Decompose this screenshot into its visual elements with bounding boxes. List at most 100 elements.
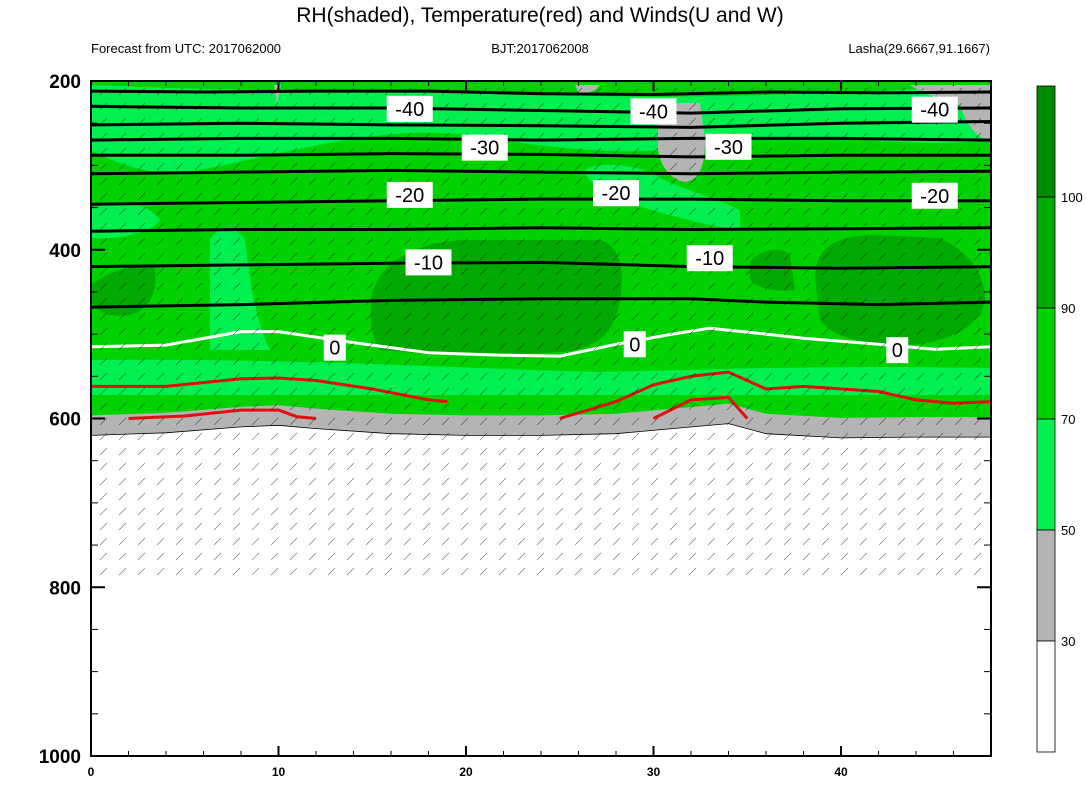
wind-barb xyxy=(821,477,830,486)
wind-barb xyxy=(783,507,792,516)
isotherm-line xyxy=(91,136,991,142)
wind-barb xyxy=(232,102,241,111)
wind-barb xyxy=(897,432,906,441)
wind-barb xyxy=(536,567,545,576)
wind-barb xyxy=(802,447,811,456)
wind-barb xyxy=(593,102,602,111)
wind-barb xyxy=(669,177,678,186)
wind-barb xyxy=(365,507,374,516)
wind-barb xyxy=(99,462,108,471)
wind-barb xyxy=(897,117,906,126)
wind-barb xyxy=(916,357,925,366)
y-tick-label: 1000 xyxy=(39,747,81,768)
wind-barb xyxy=(460,417,469,426)
wind-barb xyxy=(194,207,203,216)
wind-barb xyxy=(365,102,374,111)
wind-barb xyxy=(479,87,488,96)
wind-barb xyxy=(232,417,241,426)
wind-barb xyxy=(270,522,279,531)
wind-barb xyxy=(954,117,963,126)
wind-barb xyxy=(574,252,583,261)
wind-barb xyxy=(156,192,165,201)
wind-barb xyxy=(251,132,260,141)
wind-barb xyxy=(308,237,317,246)
wind-barb xyxy=(612,87,621,96)
wind-barb xyxy=(840,417,849,426)
wind-barb xyxy=(783,537,792,546)
wind-barb xyxy=(156,387,165,396)
wind-barb xyxy=(897,177,906,186)
wind-barb xyxy=(764,162,773,171)
wind-barb xyxy=(650,402,659,411)
wind-barb xyxy=(631,417,640,426)
wind-barb xyxy=(156,342,165,351)
wind-barb xyxy=(726,552,735,561)
wind-barb xyxy=(479,207,488,216)
wind-barb xyxy=(821,222,830,231)
wind-barb xyxy=(213,462,222,471)
wind-barb xyxy=(251,387,260,396)
y-tick-label: 400 xyxy=(49,241,81,262)
wind-barb xyxy=(365,177,374,186)
wind-barb xyxy=(365,312,374,321)
wind-barb xyxy=(384,222,393,231)
wind-barb xyxy=(346,312,355,321)
wind-barb xyxy=(251,102,260,111)
wind-barb xyxy=(175,207,184,216)
wind-barb xyxy=(99,297,108,306)
wind-barb xyxy=(612,552,621,561)
wind-barb xyxy=(707,222,716,231)
wind-barb xyxy=(707,162,716,171)
wind-barb xyxy=(498,162,507,171)
wind-barb xyxy=(498,312,507,321)
wind-barb xyxy=(745,522,754,531)
wind-barb xyxy=(935,222,944,231)
wind-barb xyxy=(175,192,184,201)
wind-barb xyxy=(935,297,944,306)
wind-barb xyxy=(422,237,431,246)
wind-barb xyxy=(593,492,602,501)
wind-barb xyxy=(441,372,450,381)
wind-barb xyxy=(194,417,203,426)
wind-barb xyxy=(346,147,355,156)
wind-barb xyxy=(631,207,640,216)
wind-barb xyxy=(232,447,241,456)
wind-barb xyxy=(783,522,792,531)
wind-barb xyxy=(783,567,792,576)
wind-barb xyxy=(612,462,621,471)
wind-barb xyxy=(764,552,773,561)
wind-barb xyxy=(213,327,222,336)
wind-barb xyxy=(897,492,906,501)
wind-barb xyxy=(612,492,621,501)
wind-barb xyxy=(194,537,203,546)
wind-barb xyxy=(232,477,241,486)
wind-barb xyxy=(536,147,545,156)
wind-barb xyxy=(878,552,887,561)
wind-barb xyxy=(783,327,792,336)
wind-barb xyxy=(137,87,146,96)
wind-barb xyxy=(612,522,621,531)
wind-barb xyxy=(327,552,336,561)
wind-barb xyxy=(536,117,545,126)
wind-barb xyxy=(726,567,735,576)
wind-barb xyxy=(821,552,830,561)
contour-label: -30 xyxy=(714,137,743,159)
wind-barb xyxy=(308,372,317,381)
wind-barb xyxy=(897,132,906,141)
wind-barb xyxy=(802,222,811,231)
wind-barb xyxy=(118,237,127,246)
wind-barb xyxy=(479,117,488,126)
wind-barb xyxy=(935,477,944,486)
wind-barb xyxy=(479,312,488,321)
rh-gray-patch-3 xyxy=(575,85,600,94)
wind-barb xyxy=(707,117,716,126)
wind-barb xyxy=(574,297,583,306)
wind-barb xyxy=(631,252,640,261)
wind-barb xyxy=(270,552,279,561)
rh-gray-patch-2 xyxy=(910,85,991,140)
wind-barbs xyxy=(99,87,982,576)
wind-barb xyxy=(460,402,469,411)
wind-barb xyxy=(422,387,431,396)
wind-barb xyxy=(650,237,659,246)
wind-barb xyxy=(536,222,545,231)
